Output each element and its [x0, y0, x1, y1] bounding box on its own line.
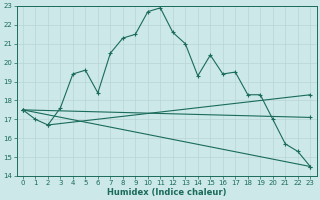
X-axis label: Humidex (Indice chaleur): Humidex (Indice chaleur) [107, 188, 226, 197]
